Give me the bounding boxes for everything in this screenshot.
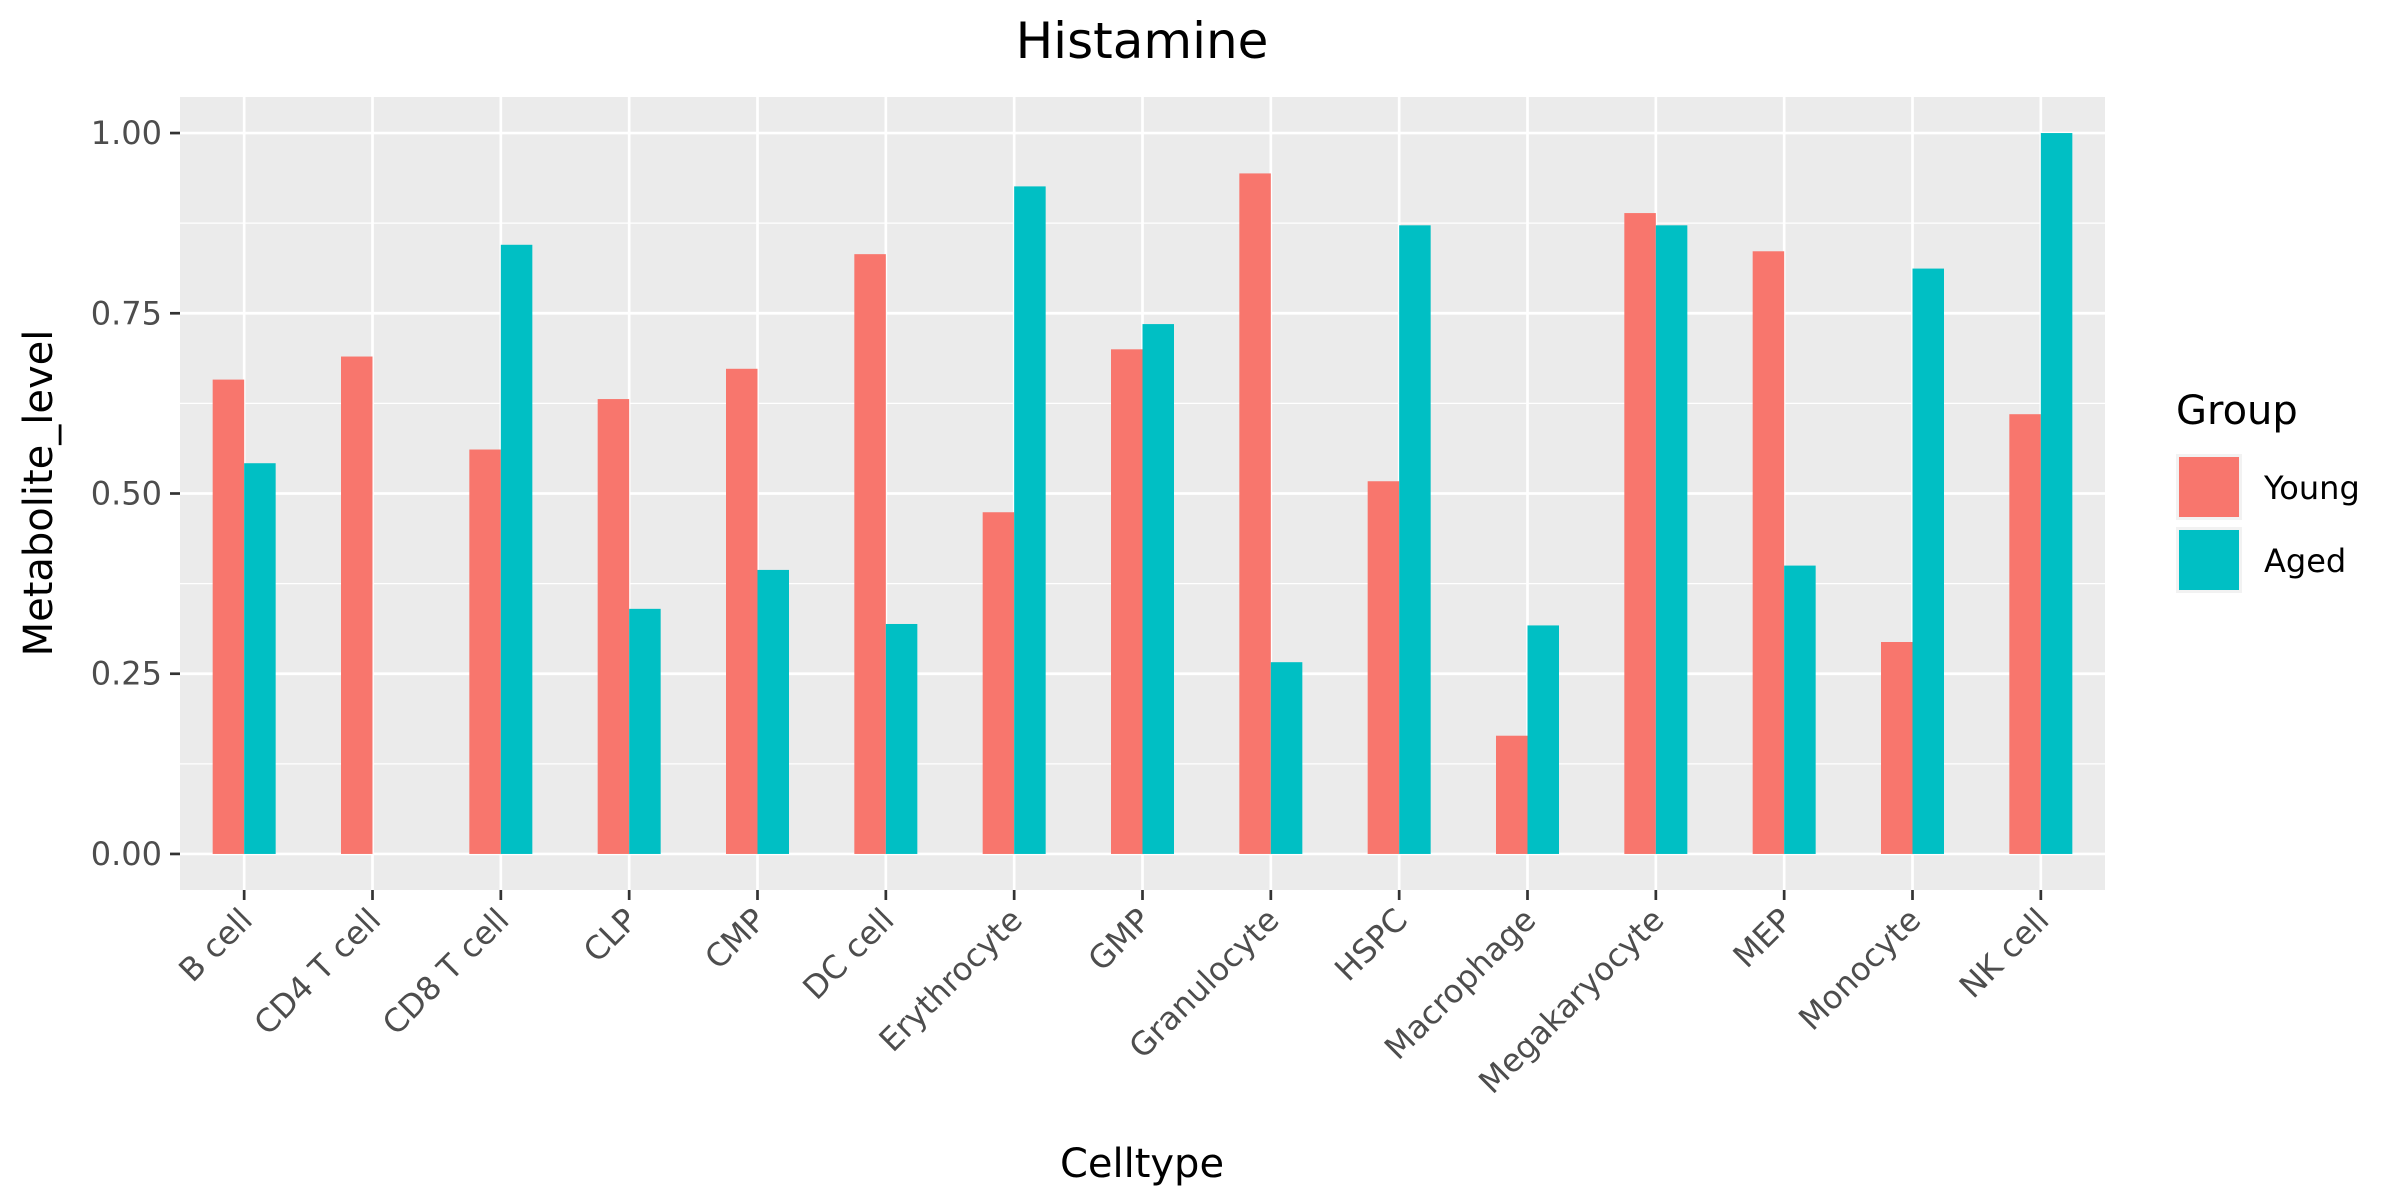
bar-young-macrophage (1496, 735, 1528, 854)
bar-young-mep (1752, 251, 1785, 854)
x-tick-label: Monocyte (1791, 901, 1928, 1038)
chart-title: Histamine (1016, 12, 1269, 70)
legend-items: Young Aged (2176, 454, 2360, 593)
bar-young-nk-cell (2009, 414, 2041, 854)
bar-aged-cmp (757, 569, 789, 854)
bar-young-hspc (1367, 481, 1400, 854)
bar-young-erythrocyte (982, 512, 1015, 854)
bar-young-dc-cell (854, 254, 886, 854)
bar-aged-erythrocyte (1014, 186, 1046, 854)
legend-key-young (2179, 457, 2239, 517)
bar-aged-clp (629, 608, 661, 854)
y-tick-label: 0.75 (91, 294, 162, 332)
legend-label-aged: Aged (2264, 542, 2346, 580)
bar-young-b-cell (212, 379, 245, 854)
x-tick-label: CD4 T cell (247, 901, 389, 1043)
bar-young-granulocyte (1239, 173, 1271, 854)
x-tick-label: HSPC (1327, 901, 1415, 989)
legend: Group Young Aged (2176, 388, 2360, 593)
legend-label-young: Young (2263, 469, 2360, 507)
bar-aged-monocyte (1912, 268, 1944, 854)
y-tick-label: 0.25 (91, 655, 162, 693)
y-tick-label: 0.50 (91, 475, 162, 513)
bar-aged-nk-cell (2040, 133, 2073, 854)
bar-aged-mep (1784, 565, 1816, 854)
bar-aged-dc-cell (885, 623, 918, 854)
bar-young-monocyte (1881, 642, 1913, 854)
bar-aged-granulocyte (1270, 662, 1303, 854)
bar-aged-cd8-t-cell (500, 244, 533, 854)
x-tick-label: B cell (171, 901, 260, 990)
legend-title: Group (2176, 388, 2298, 434)
bar-young-cd4-t-cell (341, 356, 373, 854)
x-tick-label: CD8 T cell (375, 901, 517, 1043)
bar-aged-megakaryocyte (1655, 225, 1688, 854)
bar-aged-gmp (1142, 324, 1174, 854)
bar-young-megakaryocyte (1624, 213, 1656, 854)
bar-young-cd8-t-cell (469, 449, 501, 854)
bar-aged-hspc (1399, 225, 1431, 854)
x-tick-label: NK cell (1952, 901, 2057, 1006)
bar-aged-macrophage (1527, 625, 1559, 854)
bar-aged-b-cell (244, 463, 276, 854)
bar-young-cmp (726, 368, 758, 854)
x-tick-label: CMP (697, 901, 773, 977)
y-tick-label: 1.00 (91, 114, 162, 152)
bars (212, 133, 2073, 854)
y-axis-title: Metabolite_level (16, 330, 62, 657)
x-tick-label: DC cell (795, 901, 901, 1007)
bar-young-gmp (1111, 349, 1143, 854)
legend-key-aged (2179, 530, 2239, 590)
x-tick-label: MEP (1725, 901, 1799, 975)
x-tick-label: GMP (1081, 901, 1159, 979)
bar-young-clp (597, 399, 630, 854)
x-axis-title: Celltype (1060, 1141, 1224, 1187)
y-tick-label: 0.00 (91, 835, 162, 873)
x-tick-label: CLP (576, 901, 645, 970)
